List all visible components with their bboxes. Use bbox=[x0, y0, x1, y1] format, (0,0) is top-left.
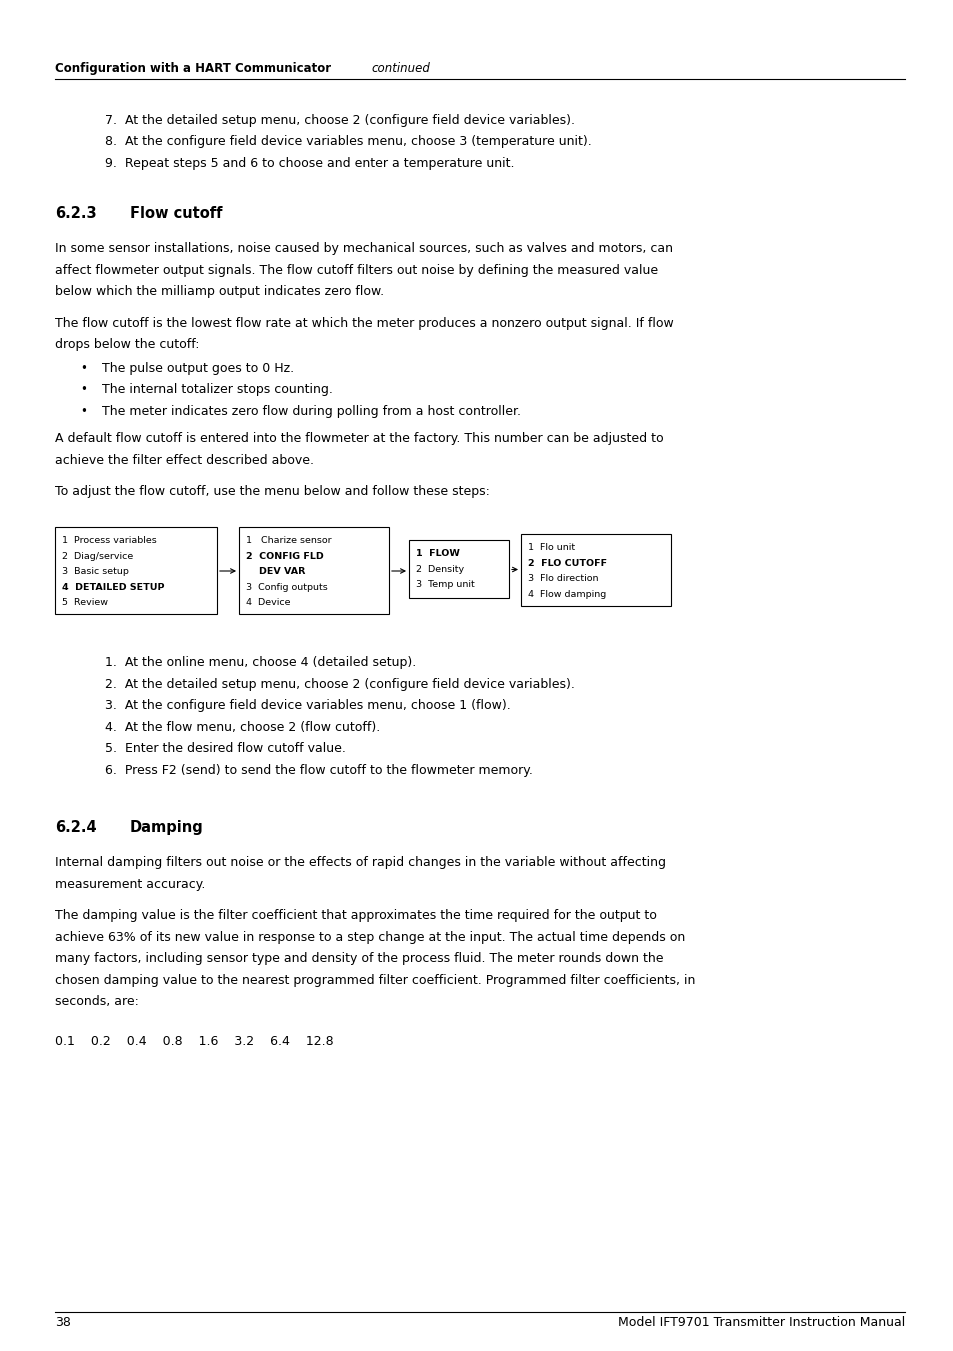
Text: The pulse output goes to 0 Hz.: The pulse output goes to 0 Hz. bbox=[102, 362, 294, 376]
Text: achieve the filter effect described above.: achieve the filter effect described abov… bbox=[55, 454, 314, 467]
Text: 1  FLOW: 1 FLOW bbox=[416, 550, 459, 558]
Text: 1.  At the online menu, choose 4 (detailed setup).: 1. At the online menu, choose 4 (detaile… bbox=[105, 657, 416, 670]
Text: Model IFT9701 Transmitter Instruction Manual: Model IFT9701 Transmitter Instruction Ma… bbox=[618, 1316, 904, 1329]
Bar bbox=[520, 535, 670, 607]
Text: 0.1    0.2    0.4    0.8    1.6    3.2    6.4    12.8: 0.1 0.2 0.4 0.8 1.6 3.2 6.4 12.8 bbox=[55, 1035, 334, 1048]
Text: Flow cutoff: Flow cutoff bbox=[130, 207, 222, 222]
Bar bbox=[409, 540, 509, 598]
Text: below which the milliamp output indicates zero flow.: below which the milliamp output indicate… bbox=[55, 285, 384, 299]
Text: 3  Flo direction: 3 Flo direction bbox=[527, 574, 598, 584]
Text: 2  FLO CUTOFF: 2 FLO CUTOFF bbox=[527, 559, 606, 567]
Text: •: • bbox=[80, 362, 87, 376]
Text: 4.  At the flow menu, choose 2 (flow cutoff).: 4. At the flow menu, choose 2 (flow cuto… bbox=[105, 721, 380, 734]
Text: 4  Flow damping: 4 Flow damping bbox=[527, 590, 605, 598]
Text: A default flow cutoff is entered into the flowmeter at the factory. This number : A default flow cutoff is entered into th… bbox=[55, 432, 663, 446]
Bar bbox=[239, 527, 389, 615]
Text: Damping: Damping bbox=[130, 820, 204, 835]
Text: measurement accuracy.: measurement accuracy. bbox=[55, 878, 205, 892]
Text: Configuration with a HART Communicator: Configuration with a HART Communicator bbox=[55, 62, 331, 76]
Text: •: • bbox=[80, 384, 87, 396]
Text: seconds, are:: seconds, are: bbox=[55, 996, 139, 1008]
Text: The meter indicates zero flow during polling from a host controller.: The meter indicates zero flow during pol… bbox=[102, 405, 520, 417]
Text: continued: continued bbox=[372, 62, 430, 76]
Text: 5  Review: 5 Review bbox=[62, 598, 108, 608]
Text: 6.2.4: 6.2.4 bbox=[55, 820, 96, 835]
Text: affect flowmeter output signals. The flow cutoff filters out noise by defining t: affect flowmeter output signals. The flo… bbox=[55, 263, 658, 277]
Text: 4  DETAILED SETUP: 4 DETAILED SETUP bbox=[62, 584, 164, 592]
Text: 8.  At the configure field device variables menu, choose 3 (temperature unit).: 8. At the configure field device variabl… bbox=[105, 135, 591, 149]
Text: 2  Diag/service: 2 Diag/service bbox=[62, 553, 133, 561]
Text: Internal damping filters out noise or the effects of rapid changes in the variab: Internal damping filters out noise or th… bbox=[55, 857, 665, 870]
Text: 3  Basic setup: 3 Basic setup bbox=[62, 567, 129, 577]
Text: 2  Density: 2 Density bbox=[416, 565, 464, 574]
Text: •: • bbox=[80, 405, 87, 417]
Text: 9.  Repeat steps 5 and 6 to choose and enter a temperature unit.: 9. Repeat steps 5 and 6 to choose and en… bbox=[105, 157, 514, 170]
Text: 1   Charize sensor: 1 Charize sensor bbox=[246, 536, 332, 546]
Text: 6.  Press F2 (send) to send the flow cutoff to the flowmeter memory.: 6. Press F2 (send) to send the flow cuto… bbox=[105, 765, 533, 777]
Text: achieve 63% of its new value in response to a step change at the input. The actu: achieve 63% of its new value in response… bbox=[55, 931, 684, 944]
Text: 6.2.3: 6.2.3 bbox=[55, 207, 96, 222]
Text: 3  Temp unit: 3 Temp unit bbox=[416, 581, 475, 589]
Text: 3.  At the configure field device variables menu, choose 1 (flow).: 3. At the configure field device variabl… bbox=[105, 700, 510, 712]
Text: In some sensor installations, noise caused by mechanical sources, such as valves: In some sensor installations, noise caus… bbox=[55, 242, 672, 255]
Text: The flow cutoff is the lowest flow rate at which the meter produces a nonzero ou: The flow cutoff is the lowest flow rate … bbox=[55, 317, 673, 330]
Bar bbox=[55, 527, 216, 615]
Text: 38: 38 bbox=[55, 1316, 71, 1329]
Text: many factors, including sensor type and density of the process fluid. The meter : many factors, including sensor type and … bbox=[55, 952, 662, 966]
Text: 2  CONFIG FLD: 2 CONFIG FLD bbox=[246, 553, 323, 561]
Text: 1  Flo unit: 1 Flo unit bbox=[527, 543, 575, 553]
Text: 1  Process variables: 1 Process variables bbox=[62, 536, 156, 546]
Text: 2.  At the detailed setup menu, choose 2 (configure field device variables).: 2. At the detailed setup menu, choose 2 … bbox=[105, 678, 575, 690]
Text: 4  Device: 4 Device bbox=[246, 598, 291, 608]
Text: The damping value is the filter coefficient that approximates the time required : The damping value is the filter coeffici… bbox=[55, 909, 657, 923]
Text: To adjust the flow cutoff, use the menu below and follow these steps:: To adjust the flow cutoff, use the menu … bbox=[55, 485, 489, 499]
Text: drops below the cutoff:: drops below the cutoff: bbox=[55, 339, 199, 351]
Text: 3  Config outputs: 3 Config outputs bbox=[246, 584, 328, 592]
Text: 7.  At the detailed setup menu, choose 2 (configure field device variables).: 7. At the detailed setup menu, choose 2 … bbox=[105, 113, 575, 127]
Text: DEV VAR: DEV VAR bbox=[246, 567, 305, 577]
Text: chosen damping value to the nearest programmed filter coefficient. Programmed fi: chosen damping value to the nearest prog… bbox=[55, 974, 695, 988]
Text: 5.  Enter the desired flow cutoff value.: 5. Enter the desired flow cutoff value. bbox=[105, 743, 346, 755]
Text: The internal totalizer stops counting.: The internal totalizer stops counting. bbox=[102, 384, 333, 396]
